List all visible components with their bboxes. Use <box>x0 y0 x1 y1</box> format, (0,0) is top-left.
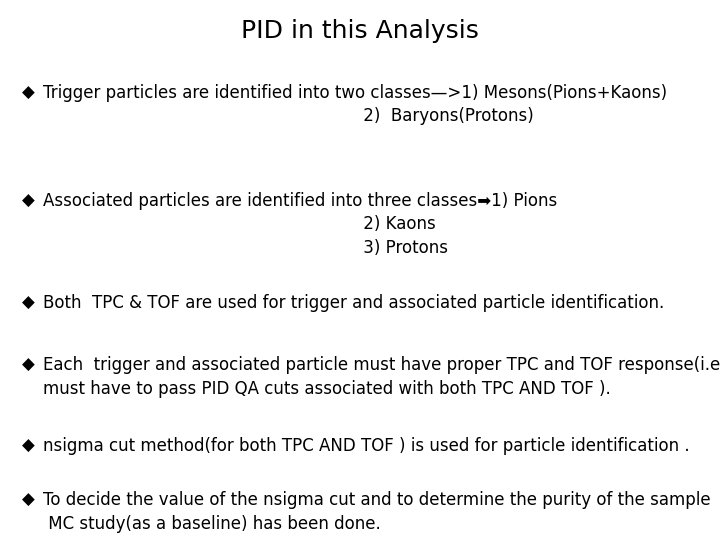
Text: Trigger particles are identified into two classes—>1) Mesons(Pions+Kaons)
      : Trigger particles are identified into tw… <box>43 84 667 125</box>
Text: ◆: ◆ <box>22 491 35 509</box>
Text: Associated particles are identified into three classes➡1) Pions
                : Associated particles are identified into… <box>43 192 557 257</box>
Text: To decide the value of the nsigma cut and to determine the purity of the sample
: To decide the value of the nsigma cut an… <box>43 491 711 533</box>
Text: ◆: ◆ <box>22 356 35 374</box>
Text: ◆: ◆ <box>22 437 35 455</box>
Text: ◆: ◆ <box>22 294 35 312</box>
Text: ◆: ◆ <box>22 84 35 102</box>
Text: nsigma cut method(for both TPC AND TOF ) is used for particle identification .: nsigma cut method(for both TPC AND TOF )… <box>43 437 690 455</box>
Text: Each  trigger and associated particle must have proper TPC and TOF response(i.e : Each trigger and associated particle mus… <box>43 356 720 398</box>
Text: Both  TPC & TOF are used for trigger and associated particle identification.: Both TPC & TOF are used for trigger and … <box>43 294 665 312</box>
Text: PID in this Analysis: PID in this Analysis <box>241 19 479 43</box>
Text: ◆: ◆ <box>22 192 35 210</box>
